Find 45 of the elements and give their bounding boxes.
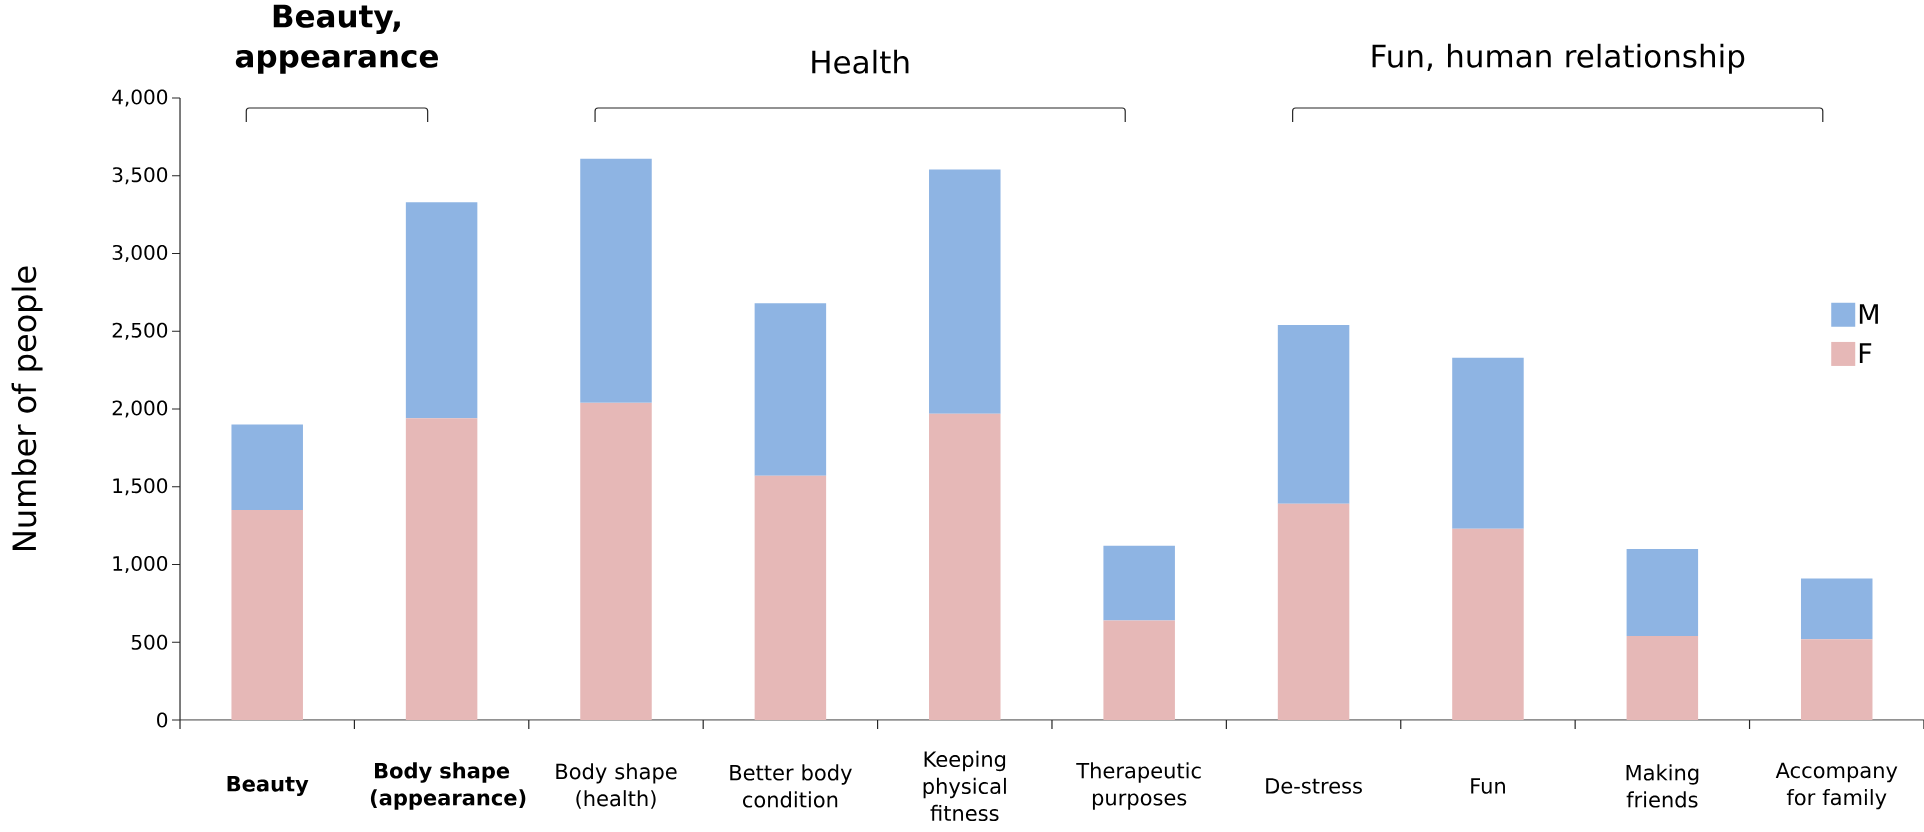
bar [1626,636,1699,720]
y-tick-label: 500 [131,634,168,650]
x-tick-label: Keeping physical fitness [923,750,1006,822]
y-tick-label: 3,500 [112,167,168,185]
x-tick-label: Beauty [227,776,309,796]
y-tick-label: 3,000 [112,244,168,263]
x-tick-label: Therapeutic purposes [1076,762,1201,810]
bar [580,402,652,720]
bar [1277,503,1350,720]
text: Health [812,49,909,74]
bar [1277,325,1350,504]
y-tick-label: 4,000 [112,89,168,107]
y-tick-label: 0 [157,712,168,728]
bar [1103,620,1175,720]
x-tick-label: Accompany for family [1775,762,1898,810]
bar [580,158,652,403]
y-axis-title: Number of people [11,266,43,550]
bar [1800,578,1873,640]
bar [405,418,478,720]
bar [1800,639,1873,720]
x-tick-label: Fun [1471,778,1505,794]
legend-label: M [1859,304,1878,324]
y-tick-label: 2,000 [112,400,168,418]
bar [929,413,1001,720]
y-tick-label: 1,000 [113,555,168,574]
x-tick-label: Better body condition [730,764,852,808]
text: Beauty, appearance [235,4,438,74]
bar [405,202,478,419]
x-tick-label: Body shape (health) [556,763,677,809]
bar [1452,528,1524,720]
x-tick-label: Body shape (appearance) [370,762,526,810]
bar [231,510,303,720]
bar [231,424,303,511]
bar [1103,545,1175,621]
bar [929,169,1001,414]
text: Fun, human relationship [1372,43,1745,74]
bar [754,303,827,476]
legend-label: F [1859,343,1872,364]
bar [1452,357,1524,529]
x-tick-label: De-stress [1266,778,1362,794]
y-tick-label: 2,500 [112,322,168,340]
x-tick-label: Making friends [1626,764,1699,808]
y-tick-label: 1,500 [113,478,168,496]
bar [754,475,827,720]
bar [1626,548,1699,637]
